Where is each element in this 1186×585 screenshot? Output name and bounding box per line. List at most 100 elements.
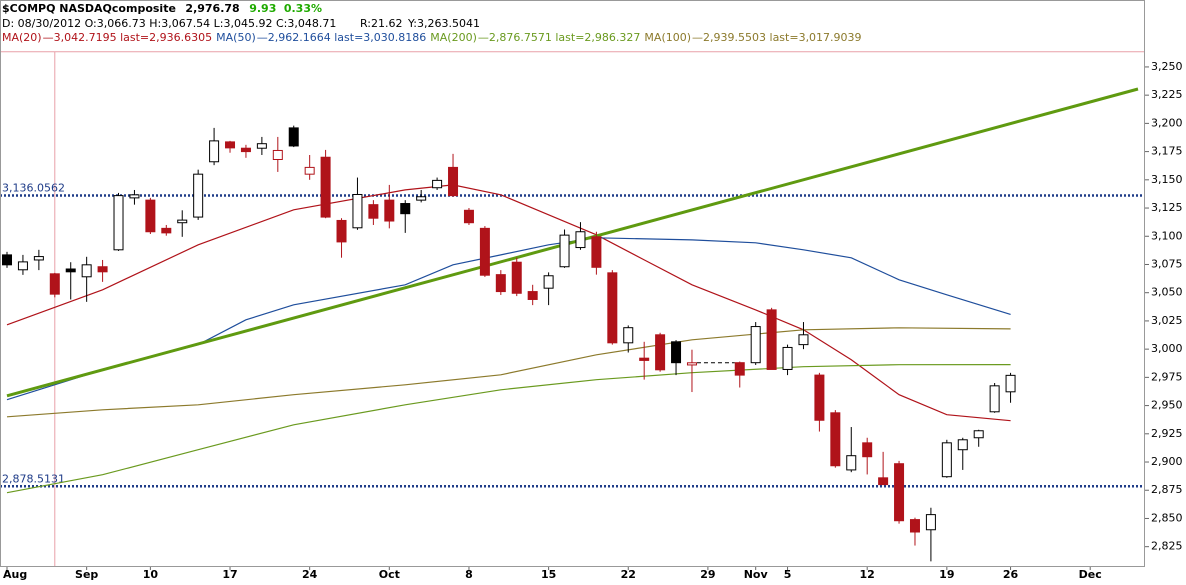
legend-name: MA(50)	[216, 31, 256, 44]
candle-body	[957, 439, 968, 451]
plot-area: 3,136.0562 2,878.5131	[0, 51, 1145, 567]
candle-body	[2, 254, 13, 266]
candle-body	[304, 166, 315, 175]
x-tick-label: Dec	[1079, 568, 1102, 581]
y-tick-label: 2,925	[1151, 427, 1183, 440]
candle-body	[240, 147, 251, 153]
x-tick-label: 24	[302, 568, 318, 581]
x-tick-label: Aug	[3, 568, 27, 581]
legend-value: —2,876.7571 last=2,986.327	[478, 31, 641, 44]
header-line-1: $COMPQ NASDAQcomposite 2,976.78 9.93 0.3…	[2, 2, 322, 15]
x-tick-label: 15	[541, 568, 556, 581]
candle-body	[830, 412, 841, 467]
candle-body	[49, 273, 60, 295]
legend-name: MA(100)	[644, 31, 691, 44]
y-tick-label: 3,250	[1151, 60, 1183, 73]
candle-body	[448, 166, 459, 197]
candle-body	[256, 143, 267, 149]
candle-body	[1005, 374, 1016, 393]
candle-body	[511, 261, 522, 294]
candle-body	[463, 209, 474, 224]
x-tick-label: 8	[465, 568, 473, 581]
candle-body	[209, 140, 220, 163]
candle-body	[878, 477, 889, 486]
candle-body	[543, 275, 554, 289]
candle-body	[193, 173, 204, 218]
y-tick-label: 2,900	[1151, 455, 1183, 468]
x-tick-label: 26	[1003, 568, 1019, 581]
candle-body	[320, 156, 331, 218]
candle-body	[989, 385, 1000, 413]
horizontal-line-label: 2,878.5131	[2, 472, 65, 485]
y-tick-label: 2,875	[1151, 483, 1183, 496]
x-tick-label: 19	[939, 568, 954, 581]
x-tick-label: Sep	[75, 568, 98, 581]
candle-body	[65, 268, 76, 273]
y-tick-label: 2,950	[1151, 399, 1183, 412]
candle-body	[782, 346, 793, 370]
candle-body	[559, 234, 570, 268]
x-tick-label: Oct	[379, 568, 400, 581]
y-tick-label: 3,125	[1151, 201, 1183, 214]
candle-body	[352, 193, 363, 229]
candle-body	[798, 334, 809, 346]
ohlc-readout: D: 08/30/2012 O:3,066.73 H:3,067.54 L:3,…	[2, 17, 336, 30]
y-tick-label: 3,200	[1151, 116, 1183, 129]
candle-body	[336, 219, 347, 243]
y-tick-label: 3,025	[1151, 314, 1183, 327]
moving-average-line	[6, 364, 1011, 494]
candle-body	[894, 463, 905, 522]
candle-body	[846, 455, 857, 471]
x-tick-label: 5	[784, 568, 792, 581]
candle-body	[909, 519, 920, 533]
x-tick-label: Nov	[744, 568, 769, 581]
candle-body	[161, 227, 172, 234]
x-tick-label: 10	[143, 568, 159, 581]
y-tick-label: 2,975	[1151, 370, 1183, 383]
candle-body	[17, 261, 28, 271]
candle-body	[734, 362, 745, 376]
candle-body	[33, 256, 44, 261]
change: 9.93	[249, 2, 276, 15]
candle-body	[655, 334, 666, 371]
candle-body	[686, 362, 697, 366]
y-tick-label: 3,000	[1151, 342, 1183, 355]
candle-body	[639, 357, 650, 361]
x-tick-label: 22	[621, 568, 636, 581]
candle-body	[941, 442, 952, 478]
x-tick-label: 29	[700, 568, 715, 581]
legend-value: —2,939.5503 last=3,017.9039	[692, 31, 862, 44]
legend-value: —2,962.1664 last=3,030.8186	[257, 31, 427, 44]
r-readout: R:21.62	[360, 17, 403, 30]
candle-body	[400, 203, 411, 215]
x-tick-label: 17	[222, 568, 237, 581]
candle-body	[113, 195, 124, 251]
y-tick-label: 3,225	[1151, 88, 1183, 101]
candle-body	[591, 236, 602, 268]
trend-line	[6, 87, 1139, 398]
y-tick-label: 2,825	[1151, 540, 1183, 553]
y-tick-label: 3,150	[1151, 173, 1183, 186]
candle-body	[129, 194, 140, 199]
y-tick-label: 3,175	[1151, 145, 1183, 158]
candle-body	[495, 274, 506, 293]
candle-body	[766, 309, 777, 370]
candle-body	[432, 179, 443, 189]
y-tick-label: 2,850	[1151, 511, 1183, 524]
plot-frame	[0, 0, 1145, 567]
candle-body	[671, 341, 682, 364]
legend: MA(20)—3,042.7195 last=2,936.6305 MA(50)—…	[2, 31, 862, 44]
candle-body	[862, 442, 873, 458]
y-tick-label: 3,100	[1151, 229, 1183, 242]
candle-body	[225, 141, 236, 149]
last-price: 2,976.78	[185, 2, 239, 15]
candle-body	[81, 264, 92, 278]
candle-body	[623, 327, 634, 344]
moving-average-line	[6, 327, 1011, 418]
candle-body	[272, 149, 283, 161]
moving-average-line	[6, 237, 1011, 401]
candle-body	[814, 374, 825, 421]
